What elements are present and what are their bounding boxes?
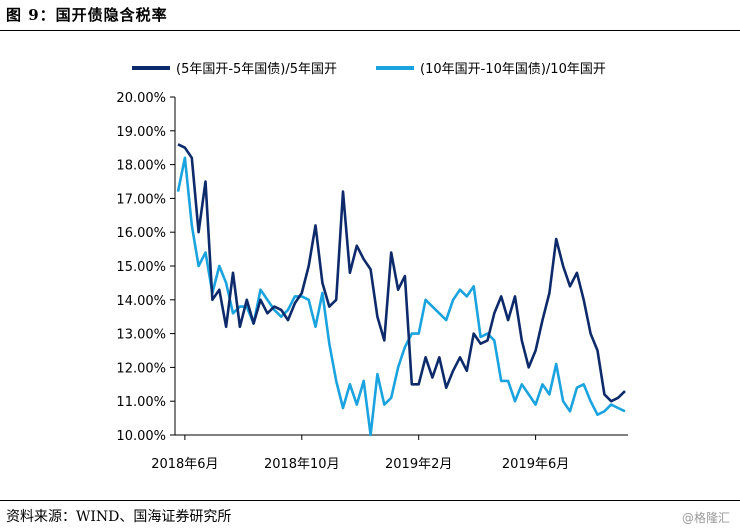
- y-tick-label: 14.00%: [116, 294, 166, 309]
- source-note: 资料来源：WIND、国海证券研究所: [6, 509, 232, 525]
- x-tick-label: 2018年10月: [264, 457, 340, 472]
- y-tick-label: 17.00%: [116, 192, 166, 207]
- watermark: @格隆汇: [681, 511, 730, 525]
- x-axis: 2018年6月 2018年10月 2019年2月 2019年6月: [151, 434, 628, 472]
- y-tick-label: 16.00%: [116, 226, 166, 241]
- y-tick-label: 13.00%: [116, 328, 166, 343]
- y-tick-label: 15.00%: [116, 260, 166, 275]
- x-tick-label: 2019年2月: [385, 457, 452, 472]
- series-line-5y: [177, 143, 626, 403]
- x-tick-label: 2019年6月: [502, 457, 569, 472]
- x-tick-label: 2018年6月: [151, 457, 218, 472]
- y-tick-label: 19.00%: [116, 125, 166, 140]
- y-tick-label: 20.00%: [116, 91, 166, 106]
- y-tick-label: 10.00%: [116, 429, 166, 444]
- figure-title: 图 9：国开债隐含税率: [6, 6, 168, 24]
- y-tick-label: 12.00%: [116, 361, 166, 376]
- legend-label-10y: (10年国开-10年国债)/10年国开: [420, 62, 606, 77]
- series-line-10y: [176, 156, 626, 437]
- y-tick-label: 11.00%: [116, 395, 166, 410]
- legend-label-5y: (5年国开-5年国债)/5年国开: [176, 62, 337, 77]
- y-axis: 10.00% 11.00% 12.00% 13.00% 14.00% 15.00% 16.0…: [116, 91, 176, 444]
- legend: (5年国开-5年国债)/5年国开 (10年国开-10年国债)/10年国开: [132, 62, 606, 77]
- series-lines: [176, 143, 626, 437]
- y-tick-label: 18.00%: [116, 159, 166, 174]
- bottom-rule: [0, 500, 740, 501]
- top-rule: [0, 30, 740, 31]
